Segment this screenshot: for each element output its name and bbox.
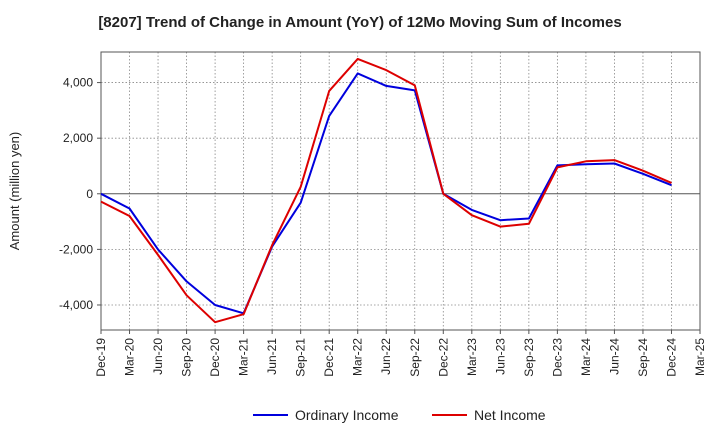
series-lines xyxy=(100,57,672,324)
x-tick-label: Jun-20 xyxy=(151,338,165,375)
grid-lines xyxy=(101,52,700,330)
y-tick-labels: -4,000 -2,000 0 2,000 4,000 xyxy=(59,76,101,312)
x-tick-label: Mar-21 xyxy=(237,338,251,376)
x-tick-label: Sep-20 xyxy=(180,338,194,377)
y-tick-label: 4,000 xyxy=(63,76,93,90)
x-tick-label: Jun-24 xyxy=(607,338,621,375)
x-tick-label: Jun-21 xyxy=(265,338,279,375)
x-tick-label: Mar-22 xyxy=(351,338,365,376)
x-tick-label: Dec-19 xyxy=(94,338,108,377)
legend-label: Ordinary Income xyxy=(295,407,399,423)
y-tick-label: 0 xyxy=(86,187,93,201)
x-tick-label: Mar-23 xyxy=(465,338,479,376)
x-tick-label: Sep-21 xyxy=(294,338,308,377)
x-tick-label: Dec-23 xyxy=(550,338,564,377)
x-tick-label: Sep-23 xyxy=(522,338,536,377)
x-tick-label: Dec-20 xyxy=(208,338,222,377)
x-tick-label: Jun-22 xyxy=(379,338,393,375)
x-tick-label: Mar-24 xyxy=(579,338,593,376)
y-tick-label: 2,000 xyxy=(63,131,93,145)
x-tick-label: Sep-22 xyxy=(408,338,422,377)
plot-frame xyxy=(100,51,701,331)
x-tick-label: Dec-24 xyxy=(664,338,678,377)
y-axis-title: Amount (million yen) xyxy=(7,132,22,251)
legend: Ordinary Income Net Income xyxy=(253,407,546,423)
legend-label: Net Income xyxy=(474,407,546,423)
y-tick-label: -4,000 xyxy=(59,298,93,312)
series-line-1 xyxy=(100,72,672,315)
x-tick-labels: Dec-19 Mar-20 Jun-20 Sep-20 Dec-20 Mar-21 Jun-… xyxy=(94,330,707,377)
y-tick-label: -2,000 xyxy=(59,242,93,256)
series-line-2 xyxy=(100,57,672,324)
x-tick-label: Jun-23 xyxy=(493,338,507,375)
x-tick-label: Mar-20 xyxy=(123,338,137,376)
x-tick-label: Sep-24 xyxy=(636,338,650,377)
x-tick-label: Dec-22 xyxy=(436,338,450,377)
chart-title: [8207] Trend of Change in Amount (YoY) o… xyxy=(98,14,622,31)
x-tick-label: Dec-21 xyxy=(322,338,336,377)
x-tick-label: Mar-25 xyxy=(693,338,707,376)
